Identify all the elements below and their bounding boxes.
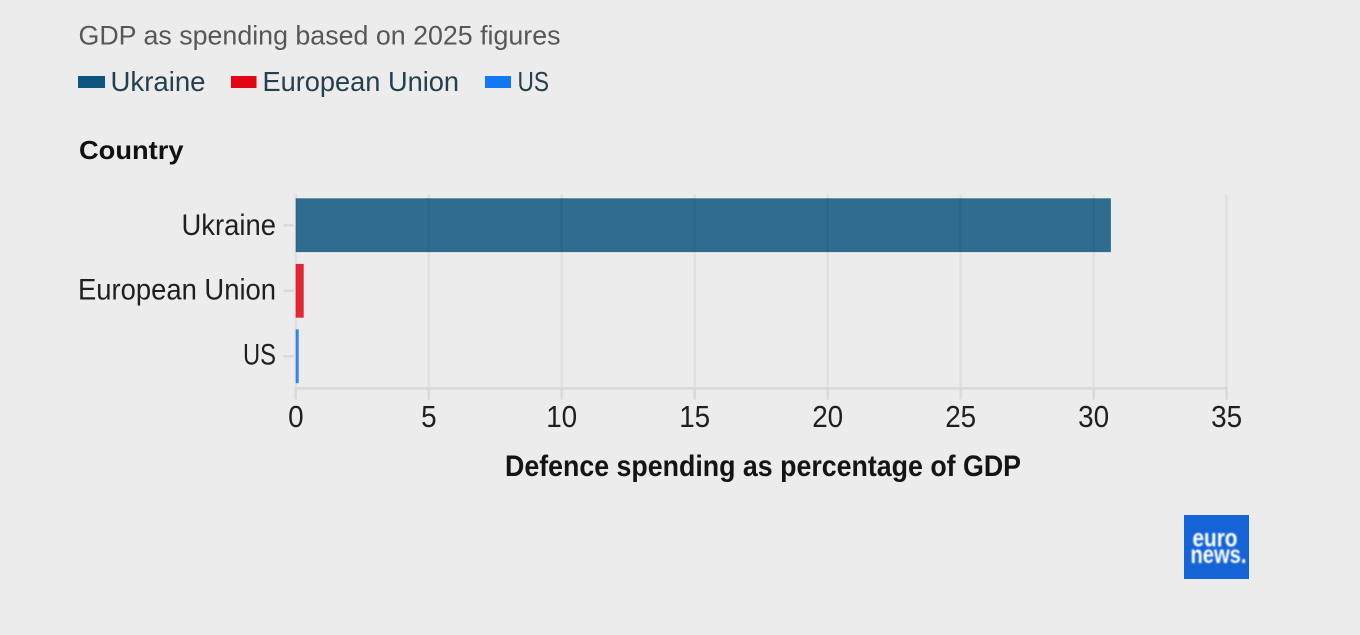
- svg-text:GDP as spending based on 2025: GDP as spending based on 2025 figures: [79, 21, 561, 51]
- svg-text:European Union: European Union: [263, 66, 460, 97]
- svg-text:20: 20: [812, 399, 843, 434]
- svg-text:Ukraine: Ukraine: [111, 66, 206, 97]
- svg-text:5: 5: [421, 399, 437, 434]
- svg-text:25: 25: [945, 399, 976, 434]
- svg-text:35: 35: [1211, 399, 1242, 434]
- svg-text:10: 10: [546, 399, 577, 434]
- svg-text:European Union: European Union: [78, 274, 276, 307]
- svg-text:30: 30: [1078, 399, 1109, 434]
- svg-text:Ukraine: Ukraine: [182, 209, 277, 242]
- svg-text:Defence spending as percentage: Defence spending as percentage of GDP: [505, 450, 1021, 483]
- svg-text:Country: Country: [79, 135, 184, 165]
- svg-text:euro: euro: [1193, 525, 1238, 553]
- svg-text:US: US: [518, 66, 550, 97]
- svg-text:US: US: [243, 339, 276, 372]
- svg-text:0: 0: [288, 399, 304, 434]
- svg-text:15: 15: [679, 399, 710, 434]
- svg-text:news.: news.: [1191, 541, 1247, 569]
